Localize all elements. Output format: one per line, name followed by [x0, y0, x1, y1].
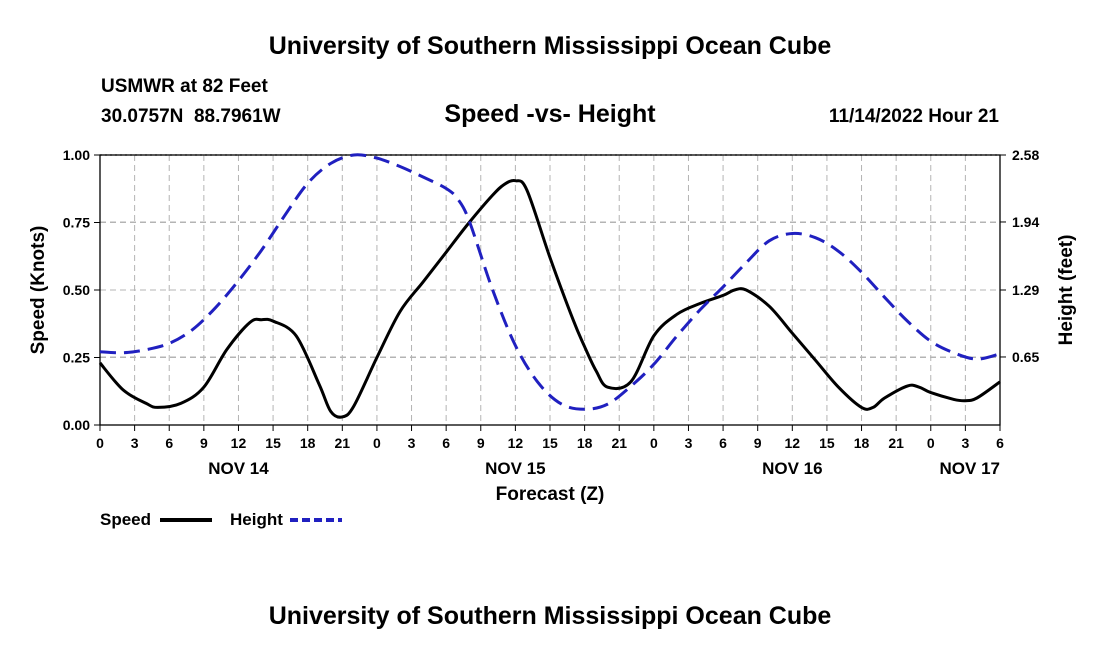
- x-tick-label: 6: [719, 435, 727, 451]
- x-tick-label: 6: [165, 435, 173, 451]
- legend-height-label: Height: [230, 510, 283, 529]
- x-axis-label: Forecast (Z): [496, 484, 605, 505]
- date-label: NOV 16: [762, 459, 822, 478]
- date-label: NOV 14: [208, 459, 269, 478]
- x-tick-label: 0: [927, 435, 935, 451]
- series-line-speed: [98, 179, 1001, 419]
- date-label: NOV 15: [485, 459, 545, 478]
- x-tick-label: 6: [996, 435, 1004, 451]
- station-coordinates: 30.0757N 88.7961W: [101, 106, 281, 127]
- x-tick-label: 15: [542, 435, 558, 451]
- y2-tick-label: 1.29: [1012, 282, 1039, 298]
- footer-title: University of Southern Mississippi Ocean…: [268, 602, 832, 630]
- legend-speed-label: Speed: [100, 510, 151, 529]
- x-tick-label: 21: [888, 435, 904, 451]
- axis-ticks: 0 3 6 9 12 15 18 21 0 3 6 9 12 15 18 21 0 3 6 9 12 15 18 21 0 3 6 0…: [63, 147, 1040, 478]
- y2-tick-label: 1.94: [1012, 214, 1039, 230]
- y2-tick-label: 0.65: [1012, 349, 1039, 365]
- date-label: NOV 17: [940, 459, 1000, 478]
- y2-tick-label: 2.58: [1012, 147, 1039, 163]
- series-lines: [98, 153, 1001, 419]
- x-tick-label: 3: [961, 435, 969, 451]
- x-tick-label: 18: [854, 435, 870, 451]
- x-tick-label: 18: [577, 435, 593, 451]
- y-tick-label: 0.75: [63, 215, 90, 231]
- x-tick-label: 12: [231, 435, 247, 451]
- page-title: University of Southern Mississippi Ocean…: [268, 32, 832, 60]
- x-tick-label: 9: [477, 435, 485, 451]
- y-tick-label: 1.00: [63, 147, 90, 163]
- y-tick-label: 0.25: [63, 350, 90, 366]
- x-tick-label: 18: [300, 435, 316, 451]
- x-tick-label: 0: [650, 435, 658, 451]
- series-line-height: [99, 153, 1001, 411]
- x-tick-label: 21: [611, 435, 627, 451]
- x-tick-label: 15: [819, 435, 835, 451]
- x-tick-label: 15: [265, 435, 281, 451]
- x-tick-label: 0: [373, 435, 381, 451]
- y2-axis-label: Height (feet): [1056, 235, 1077, 346]
- y-tick-label: 0.50: [63, 282, 90, 298]
- chart-title: Speed -vs- Height: [444, 100, 656, 128]
- x-tick-label: 3: [408, 435, 416, 451]
- x-tick-label: 6: [442, 435, 450, 451]
- x-tick-label: 9: [200, 435, 208, 451]
- x-tick-label: 3: [685, 435, 693, 451]
- x-tick-label: 3: [131, 435, 139, 451]
- x-tick-label: 9: [754, 435, 762, 451]
- x-tick-label: 21: [335, 435, 351, 451]
- y-axis-label: Speed (Knots): [28, 226, 49, 355]
- x-tick-label: 12: [508, 435, 524, 451]
- forecast-datetime: 11/14/2022 Hour 21: [828, 106, 999, 127]
- x-tick-label: 0: [96, 435, 104, 451]
- grid-lines: [100, 154, 1000, 425]
- station-label: USMWR at 82 Feet: [101, 76, 268, 97]
- y-tick-label: 0.00: [63, 417, 90, 433]
- x-tick-label: 12: [785, 435, 801, 451]
